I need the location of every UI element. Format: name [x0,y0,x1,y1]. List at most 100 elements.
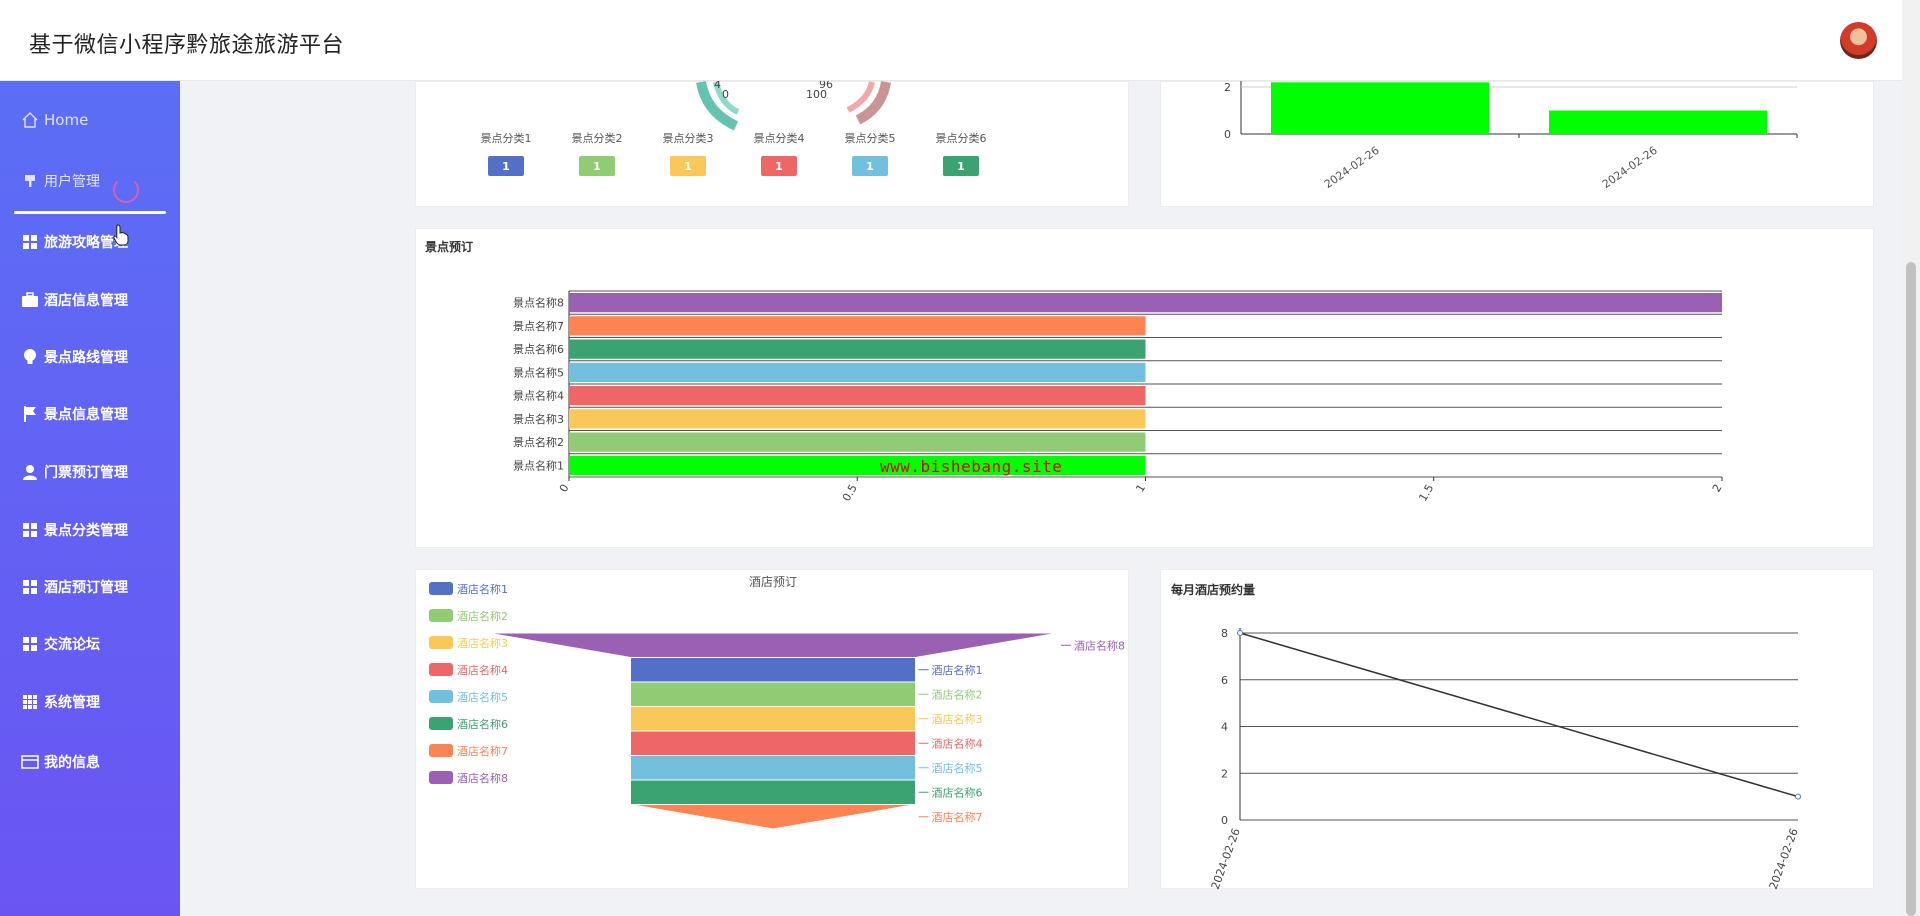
sidebar-item-label: 景点路线管理 [44,350,128,366]
funnel-label: 酒店名称3 [932,712,983,726]
grid-icon [20,520,40,540]
sidebar-item-label: 酒店预订管理 [44,580,128,596]
sidebar-item-ticket-booking[interactable]: 门票预订管理 [20,457,128,487]
user-manage-icon [20,171,40,191]
funnel-segment [630,804,916,830]
legend-label: 酒店名称5 [457,690,508,704]
sidebar-item-forum[interactable]: 交流论坛 [20,629,100,659]
category-legend-label: 景点分类1 [480,132,532,145]
panel-title: 景点预订 [425,240,474,254]
series-line [1239,632,1799,798]
legend-swatch [429,771,453,784]
grid-icon [20,232,40,252]
bar [569,316,1146,336]
monthly-hotel-panel: 每月酒店预约量 0 2 4 6 8 2024-02-26 2024-02-26 [1160,569,1874,892]
y-tick-label: 景点名称8 [513,296,564,310]
data-point [1237,630,1243,636]
app-title: 基于微信小程序黔旅途旅游平台 [29,33,345,58]
sidebar-item-my-info[interactable]: 我的信息 [20,747,100,777]
sidebar-item-category-manage[interactable]: 景点分类管理 [20,515,128,545]
legend-label: 酒店名称4 [457,663,508,677]
sidebar-item-label: 用户管理 [44,174,100,190]
briefcase-icon [20,290,40,310]
funnel-label: 酒店名称2 [932,687,983,701]
sidebar-item-scenic-info[interactable]: 景点信息管理 [20,399,128,429]
gauge-label: 100 [806,88,827,101]
y-tick-label: 景点名称1 [513,458,564,472]
category-legend-badge: 1 [943,156,979,176]
active-indicator [14,211,166,214]
x-tick-label: 0 [557,482,572,495]
legend-swatch [429,663,453,676]
y-tick-label: 景点名称6 [513,342,564,356]
y-tick-label: 8 [1221,627,1228,640]
funnel-segment [630,706,916,732]
scenic-booking-chart: 景点名称1 景点名称2 景点名称3 景点名称4 景点名称5 景点名称6 景点名称7 景点名称8… [513,290,1725,504]
bar [569,409,1146,429]
bar [569,386,1146,406]
funnel-label: 酒店名称7 [932,810,983,824]
category-legend-label: 景点分类2 [571,132,623,145]
sidebar-item-label: 酒店信息管理 [44,293,128,309]
sidebar-item-label: 门票预订管理 [44,465,128,481]
y-tick-label: 2 [1224,81,1231,94]
legend-label: 酒店名称3 [457,636,508,650]
sidebar-item-label: 景点分类管理 [44,523,128,539]
panel-title: 每月酒店预约量 [1171,583,1256,597]
x-tick-label: 2 [1710,482,1725,495]
y-tick-label: 景点名称2 [513,435,564,449]
sidebar-item-home[interactable]: Home [20,105,88,135]
sidebar-item-system[interactable]: 系统管理 [20,687,100,717]
funnel-segment [630,657,916,683]
category-legend-badge: 1 [579,156,615,176]
category-gauge-chart: 4 0 96 100 [696,78,891,131]
y-tick-label: 0 [1221,814,1228,827]
funnel-label: 酒店名称5 [932,761,983,775]
funnel-segment [630,755,916,781]
y-tick-label: 4 [1221,721,1228,734]
bar [569,362,1146,382]
sidebar-item-label: 交流论坛 [44,637,100,653]
sidebar-item-user-manage[interactable]: 用户管理 [20,166,100,196]
bar [569,432,1146,452]
data-point [1795,793,1801,800]
y-tick-label: 景点名称7 [513,319,564,333]
x-tick-label: 2024-02-26 [1322,144,1382,191]
bar [569,293,1722,313]
bulb-icon [20,347,40,367]
scenic-booking-panel: 景点预订 景点名称1 景点名称2 景点名称3 景点名称4 景点名称5 景点名称6 景点名称7… [415,228,1874,548]
avatar[interactable] [1840,22,1877,59]
mouse-cursor-icon [113,224,129,250]
sidebar-item-hotel-info[interactable]: 酒店信息管理 [20,285,128,315]
grid-icon [20,634,40,654]
legend-label: 酒店名称1 [457,582,508,596]
sidebar: Home 用户管理 旅游攻略管理 酒店信息管理 景点路线管理 景点信息管理 [0,81,180,916]
grid-icon [20,577,40,597]
date-bar-chart: 0 2 2024-02-26 2024-02-26 [1224,72,1798,191]
funnel-label: 酒店名称6 [932,785,983,799]
bar [1549,110,1767,134]
bar [569,455,1146,475]
y-tick-label: 景点名称3 [513,412,564,426]
sidebar-item-label: Home [44,111,89,129]
category-chart-panel: 4 0 96 100 景点分类1 景点分类2 景点分类3 景点分类4 景点分类5… [415,78,1129,207]
scrollbar-thumb[interactable] [1906,262,1916,916]
legend-swatch [429,609,453,622]
legend-label: 酒店名称8 [457,771,508,785]
gauge-label: 0 [722,88,729,101]
sidebar-item-label: 景点信息管理 [44,407,128,423]
hotel-booking-panel: 酒店预订 酒店名称1 酒店名称2 酒店名称3 酒店名称4 酒店名称5 酒店名称6 酒店名称7 酒… [415,569,1129,889]
category-legend-badge: 1 [488,156,524,176]
loading-spinner [113,177,139,203]
x-tick-label: 0.5 [840,482,860,504]
y-tick-label: 景点名称5 [513,365,564,379]
funnel-segment [487,632,1059,658]
person-icon [20,462,40,482]
sidebar-item-hotel-booking[interactable]: 酒店预订管理 [20,572,128,602]
sidebar-item-route-manage[interactable]: 景点路线管理 [20,342,128,372]
x-tick-label: 2024-02-26 [1209,827,1243,892]
sidebar-item-guide-manage[interactable]: 旅游攻略管理 [20,227,128,257]
legend-label: 酒店名称6 [457,717,508,731]
y-tick-label: 2 [1221,767,1228,780]
